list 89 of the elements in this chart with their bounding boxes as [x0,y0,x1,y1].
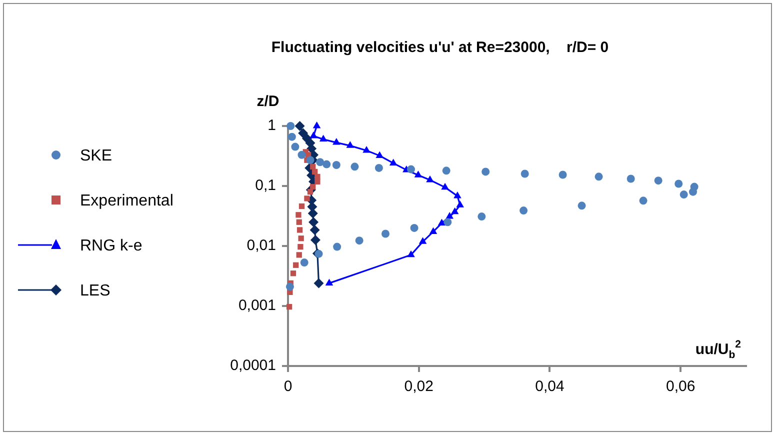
point [389,158,398,166]
point [286,304,292,310]
point [296,252,302,258]
x-tick-label: 0,04 [535,378,564,396]
point [414,170,422,178]
point [296,212,302,218]
point [286,282,294,291]
legend-label: SKE [80,147,112,164]
point [293,262,299,268]
point [316,158,324,166]
point [296,227,303,233]
point [478,212,486,221]
point [407,165,416,174]
point [333,242,342,251]
point [558,170,567,179]
point [291,142,300,151]
point [310,224,320,235]
point [444,218,452,226]
point [298,128,308,138]
point [626,174,635,183]
point [454,192,462,198]
point [300,258,308,267]
x-tick-label: 0,06 [666,378,696,396]
point [520,170,529,178]
y-tick-label: 0,0001 [230,357,276,374]
point [286,122,295,130]
point [446,212,454,219]
point [441,182,449,190]
point [346,141,354,148]
point [374,164,383,172]
point [312,122,321,128]
point [381,230,390,238]
point [674,180,683,188]
point [689,188,698,196]
point [296,219,302,225]
point [322,160,331,168]
point [304,196,310,202]
chart-title: Fluctuating velocities u'u' at Re=23000, r/D= 0 [271,39,609,56]
point [350,162,359,171]
point [298,203,305,210]
legend-label: Experimental [80,192,174,210]
point [298,244,304,250]
point [314,174,320,180]
point [312,168,318,175]
point [290,270,296,276]
point [680,190,688,199]
point [314,250,323,258]
point [314,278,324,288]
point [294,121,305,131]
y-axis-title: z/D [256,93,280,110]
point [438,218,446,226]
point [407,250,415,258]
point [355,236,364,245]
y-tick-label: 0,01 [246,237,276,254]
point [308,217,319,228]
point [654,176,662,185]
point [450,207,459,214]
point [482,168,490,176]
legend-label: RNG k-e [80,237,142,254]
point [298,150,306,159]
point [578,202,586,210]
point [376,151,384,158]
point [308,208,318,218]
point [332,138,340,145]
point [288,132,296,141]
point [332,160,340,169]
point [410,224,418,232]
point [325,278,334,286]
point [429,227,438,234]
point [520,206,528,215]
point [426,175,434,182]
y-tick-label: 0,1 [255,177,276,194]
point [310,234,320,245]
point [319,134,328,142]
x-tick-label: 0,02 [404,378,434,396]
point [298,236,304,242]
point [306,156,314,164]
y-tick-label: 0,001 [238,297,276,314]
point [442,166,450,175]
x-tick-label: 0 [284,378,292,396]
point [418,237,427,244]
point [594,172,603,181]
legend-label: LES [80,282,110,300]
point [639,196,648,205]
y-tick-label: 1 [268,117,276,134]
point [314,178,320,185]
point [456,200,464,208]
point [310,132,318,138]
point [362,146,370,153]
